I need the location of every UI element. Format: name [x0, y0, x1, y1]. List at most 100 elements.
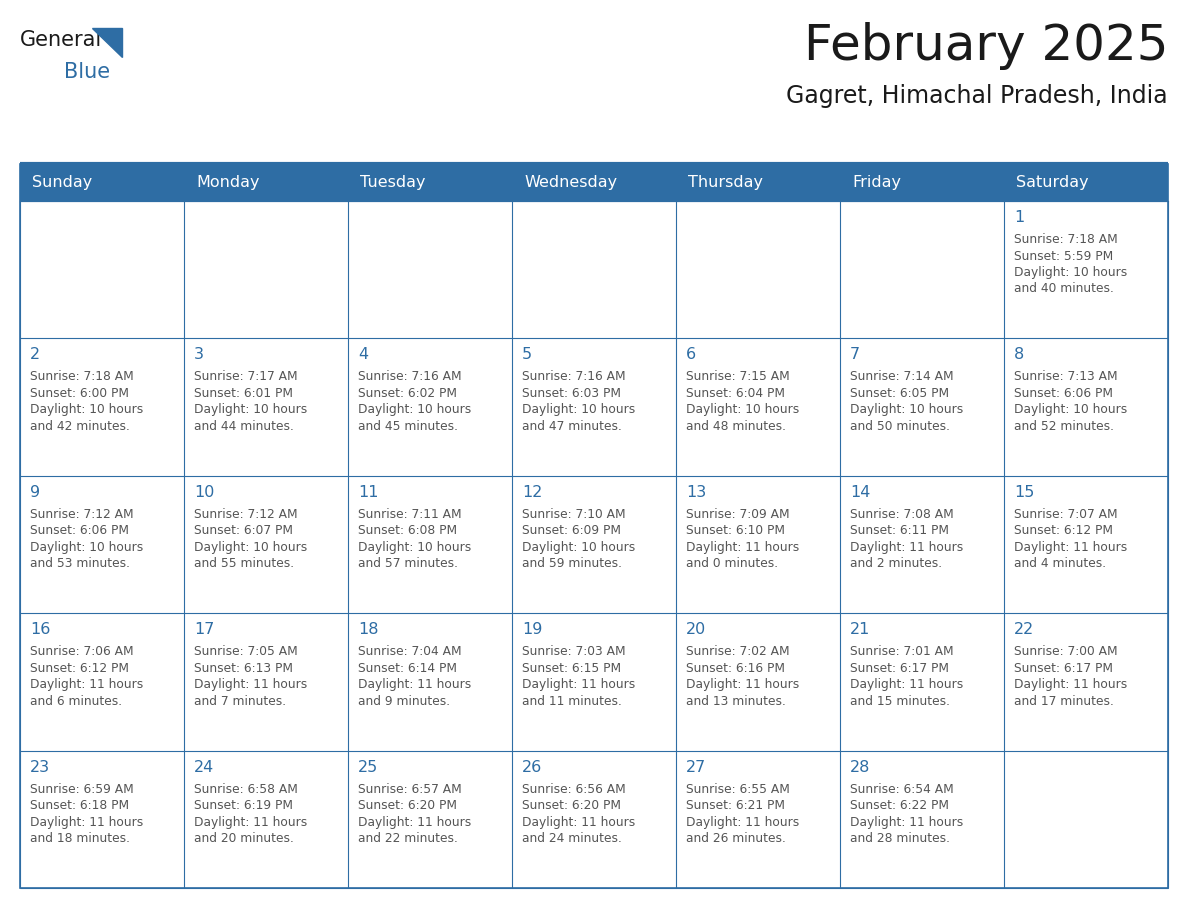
- Text: Daylight: 11 hours: Daylight: 11 hours: [849, 541, 963, 554]
- Text: and 18 minutes.: and 18 minutes.: [30, 832, 129, 845]
- Text: Daylight: 10 hours: Daylight: 10 hours: [522, 541, 636, 554]
- Text: Sunset: 6:18 PM: Sunset: 6:18 PM: [30, 799, 129, 812]
- Text: Sunrise: 6:55 AM: Sunrise: 6:55 AM: [685, 783, 790, 796]
- Polygon shape: [91, 28, 122, 57]
- Bar: [184, 476, 348, 613]
- Text: and 48 minutes.: and 48 minutes.: [685, 420, 786, 433]
- Text: Daylight: 10 hours: Daylight: 10 hours: [358, 541, 472, 554]
- Text: 24: 24: [194, 759, 214, 775]
- Text: Daylight: 10 hours: Daylight: 10 hours: [30, 403, 144, 417]
- Bar: [348, 476, 512, 613]
- Text: and 2 minutes.: and 2 minutes.: [849, 557, 942, 570]
- Text: 5: 5: [522, 347, 532, 363]
- Text: Sunrise: 7:08 AM: Sunrise: 7:08 AM: [849, 508, 954, 521]
- Text: Sunset: 6:09 PM: Sunset: 6:09 PM: [522, 524, 621, 537]
- Text: 27: 27: [685, 759, 706, 775]
- Text: 17: 17: [194, 622, 214, 637]
- Text: and 53 minutes.: and 53 minutes.: [30, 557, 129, 570]
- Text: Daylight: 11 hours: Daylight: 11 hours: [30, 678, 144, 691]
- Text: Sunset: 6:02 PM: Sunset: 6:02 PM: [358, 386, 457, 400]
- Text: 3: 3: [194, 347, 204, 363]
- Text: and 45 minutes.: and 45 minutes.: [358, 420, 459, 433]
- Text: Daylight: 11 hours: Daylight: 11 hours: [358, 678, 472, 691]
- Text: Daylight: 10 hours: Daylight: 10 hours: [685, 403, 800, 417]
- Text: Sunrise: 7:07 AM: Sunrise: 7:07 AM: [1015, 508, 1118, 521]
- Text: Sunrise: 7:11 AM: Sunrise: 7:11 AM: [358, 508, 462, 521]
- Bar: [20, 164, 1168, 888]
- Text: and 42 minutes.: and 42 minutes.: [30, 420, 129, 433]
- Bar: [184, 164, 348, 201]
- Text: Daylight: 10 hours: Daylight: 10 hours: [30, 541, 144, 554]
- Text: and 22 minutes.: and 22 minutes.: [358, 832, 457, 845]
- Text: 1: 1: [1015, 210, 1024, 225]
- Text: 16: 16: [30, 622, 50, 637]
- Bar: [1004, 613, 1168, 751]
- Text: Daylight: 11 hours: Daylight: 11 hours: [522, 678, 636, 691]
- Text: and 4 minutes.: and 4 minutes.: [1015, 557, 1106, 570]
- Text: Sunrise: 7:16 AM: Sunrise: 7:16 AM: [358, 370, 462, 384]
- Bar: [512, 751, 676, 888]
- Bar: [676, 164, 840, 201]
- Bar: [840, 339, 1004, 476]
- Text: Daylight: 11 hours: Daylight: 11 hours: [194, 678, 308, 691]
- Text: Sunrise: 7:10 AM: Sunrise: 7:10 AM: [522, 508, 626, 521]
- Text: 7: 7: [849, 347, 860, 363]
- Text: and 50 minutes.: and 50 minutes.: [849, 420, 950, 433]
- Text: Daylight: 10 hours: Daylight: 10 hours: [194, 541, 308, 554]
- Text: Sunrise: 7:18 AM: Sunrise: 7:18 AM: [1015, 233, 1118, 246]
- Text: Sunset: 6:03 PM: Sunset: 6:03 PM: [522, 386, 621, 400]
- Text: Gagret, Himachal Pradesh, India: Gagret, Himachal Pradesh, India: [786, 84, 1168, 108]
- Bar: [348, 201, 512, 339]
- Text: Daylight: 11 hours: Daylight: 11 hours: [522, 815, 636, 829]
- Text: Sunset: 6:20 PM: Sunset: 6:20 PM: [358, 799, 457, 812]
- Text: and 9 minutes.: and 9 minutes.: [358, 695, 450, 708]
- Bar: [1004, 751, 1168, 888]
- Text: February 2025: February 2025: [803, 22, 1168, 70]
- Bar: [184, 339, 348, 476]
- Text: Sunset: 6:17 PM: Sunset: 6:17 PM: [849, 662, 949, 675]
- Text: 4: 4: [358, 347, 368, 363]
- Text: 11: 11: [358, 485, 379, 499]
- Text: and 47 minutes.: and 47 minutes.: [522, 420, 621, 433]
- Text: Wednesday: Wednesday: [524, 175, 617, 190]
- Text: 20: 20: [685, 622, 706, 637]
- Text: Daylight: 10 hours: Daylight: 10 hours: [194, 403, 308, 417]
- Text: Monday: Monday: [196, 175, 259, 190]
- Text: Sunrise: 6:56 AM: Sunrise: 6:56 AM: [522, 783, 626, 796]
- Text: 25: 25: [358, 759, 378, 775]
- Text: Sunrise: 7:01 AM: Sunrise: 7:01 AM: [849, 645, 954, 658]
- Text: and 15 minutes.: and 15 minutes.: [849, 695, 950, 708]
- Text: Daylight: 11 hours: Daylight: 11 hours: [358, 815, 472, 829]
- Text: Blue: Blue: [64, 62, 110, 82]
- Bar: [512, 164, 676, 201]
- Text: Sunrise: 6:57 AM: Sunrise: 6:57 AM: [358, 783, 462, 796]
- Bar: [184, 613, 348, 751]
- Text: Daylight: 10 hours: Daylight: 10 hours: [1015, 403, 1127, 417]
- Text: Sunrise: 6:58 AM: Sunrise: 6:58 AM: [194, 783, 298, 796]
- Bar: [840, 476, 1004, 613]
- Bar: [512, 476, 676, 613]
- Text: 19: 19: [522, 622, 543, 637]
- Bar: [1004, 164, 1168, 201]
- Text: Sunset: 6:19 PM: Sunset: 6:19 PM: [194, 799, 293, 812]
- Bar: [676, 476, 840, 613]
- Text: Sunrise: 7:00 AM: Sunrise: 7:00 AM: [1015, 645, 1118, 658]
- Text: Sunset: 6:07 PM: Sunset: 6:07 PM: [194, 524, 293, 537]
- Text: Sunrise: 7:12 AM: Sunrise: 7:12 AM: [194, 508, 298, 521]
- Text: and 0 minutes.: and 0 minutes.: [685, 557, 778, 570]
- Text: and 13 minutes.: and 13 minutes.: [685, 695, 786, 708]
- Text: Daylight: 11 hours: Daylight: 11 hours: [30, 815, 144, 829]
- Text: Sunset: 5:59 PM: Sunset: 5:59 PM: [1015, 250, 1113, 263]
- Text: Sunset: 6:21 PM: Sunset: 6:21 PM: [685, 799, 785, 812]
- Text: Sunrise: 6:54 AM: Sunrise: 6:54 AM: [849, 783, 954, 796]
- Text: Sunset: 6:11 PM: Sunset: 6:11 PM: [849, 524, 949, 537]
- Bar: [1004, 476, 1168, 613]
- Bar: [840, 751, 1004, 888]
- Text: Thursday: Thursday: [688, 175, 763, 190]
- Bar: [676, 613, 840, 751]
- Text: Daylight: 11 hours: Daylight: 11 hours: [1015, 541, 1127, 554]
- Bar: [348, 751, 512, 888]
- Text: 12: 12: [522, 485, 543, 499]
- Text: Sunset: 6:13 PM: Sunset: 6:13 PM: [194, 662, 293, 675]
- Text: Sunrise: 7:05 AM: Sunrise: 7:05 AM: [194, 645, 298, 658]
